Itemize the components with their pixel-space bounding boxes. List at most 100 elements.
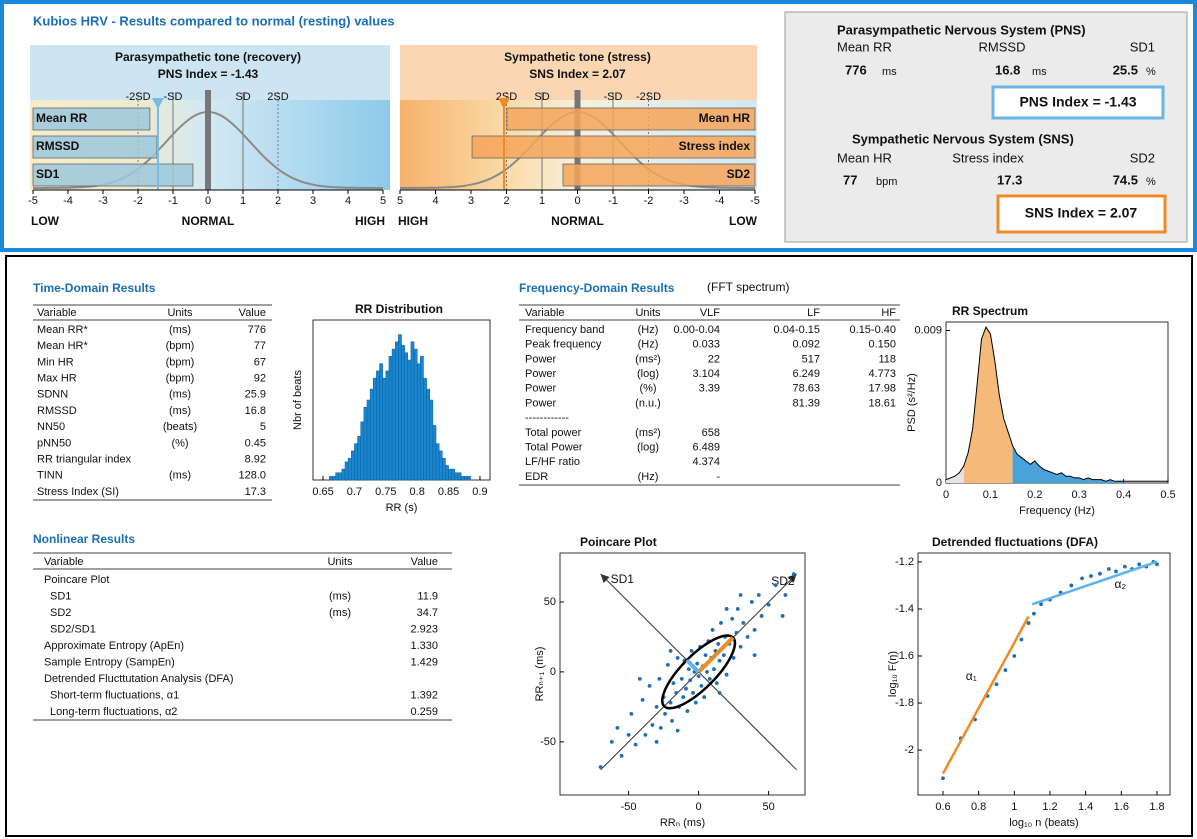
section-title: Time-Domain Results — [33, 281, 156, 295]
spectrum-line — [945, 325, 1168, 482]
arrow-head — [787, 573, 797, 583]
histogram-bar — [354, 443, 358, 481]
scatter-point — [724, 607, 729, 611]
histogram-bar — [416, 363, 421, 481]
table-cell: 77 — [254, 340, 266, 352]
table-cell: RR triangular index — [37, 454, 132, 466]
table-cell: (ms) — [169, 405, 191, 417]
scatter-point — [707, 676, 712, 681]
histogram-bar — [407, 359, 412, 481]
plot-frame — [917, 552, 1171, 796]
histogram-bar — [413, 348, 418, 481]
summary-label: SD1 — [1130, 39, 1155, 54]
x-axis-label: Frequency (Hz) — [1019, 505, 1095, 517]
scatter-point — [674, 690, 679, 695]
table-cell: 4.374 — [692, 456, 720, 468]
scatter-point — [773, 583, 778, 588]
histogram-bar — [338, 472, 343, 481]
sns-index-box — [996, 194, 1167, 234]
scatter-point — [658, 725, 663, 730]
table-header: LF — [807, 307, 820, 319]
histogram-bar — [454, 472, 459, 481]
scale-label: NORMAL — [551, 214, 604, 228]
histogram-bar — [351, 450, 355, 481]
x-tick-label: -1 — [168, 195, 178, 207]
histogram-bar — [332, 476, 336, 481]
gauge-bar-label: SD2 — [727, 167, 751, 181]
scatter-point — [637, 676, 642, 681]
histogram-bar — [388, 356, 393, 481]
table-cell: (ms) — [169, 324, 191, 336]
scatter-point — [626, 732, 631, 737]
sns-index: SNS Index = 2.07 — [1025, 205, 1138, 221]
scatter-point — [1106, 567, 1111, 571]
x-tick-label: 1.2 — [1042, 801, 1057, 813]
table-cell: SD2/SD1 — [50, 623, 96, 635]
summary-label: Stress index — [952, 150, 1024, 165]
table-cell: 0.259 — [410, 706, 438, 718]
y-axis-label: RRₙ₊₁ (ms) — [534, 647, 546, 702]
scatter-point — [685, 709, 690, 713]
scatter-point — [1114, 569, 1118, 574]
gauge-title: Sympathetic tone (stress) — [504, 50, 651, 64]
table-cell: Short-term fluctuations, α1 — [50, 689, 179, 701]
scatter-point — [766, 602, 771, 607]
table-cell: 1.330 — [410, 640, 438, 652]
table-cell: 128.0 — [238, 470, 266, 482]
histogram-bar — [394, 341, 399, 481]
scatter-point — [686, 667, 691, 672]
table-cell: EDR — [525, 471, 548, 483]
histogram-bar — [445, 465, 449, 481]
sd-label: SD — [235, 91, 250, 103]
scatter-point — [1137, 562, 1142, 567]
scatter-point — [691, 690, 695, 695]
scatter-point — [615, 725, 620, 730]
table-header: Variable — [37, 307, 77, 319]
histogram-bar — [410, 341, 415, 481]
index-marker — [151, 98, 164, 109]
x-tick-label: 0.1 — [983, 489, 998, 501]
scatter-point — [1003, 668, 1008, 673]
annotation: α₂ — [1115, 577, 1127, 591]
x-tick-label: 0 — [696, 801, 702, 813]
scatter-point — [1026, 621, 1031, 625]
scatter-point — [705, 670, 709, 674]
table-header: Units — [167, 307, 193, 319]
table-cell: Mean RR* — [37, 324, 88, 336]
sd-label: -2SD — [636, 91, 661, 103]
table-cell: NN50 — [37, 421, 65, 433]
index-marker — [498, 98, 511, 109]
table-cell: Frequency band — [525, 324, 605, 336]
table-cell: (ms²) — [635, 353, 661, 365]
table-cell: (log) — [637, 368, 659, 380]
table-cell: 0.092 — [792, 339, 820, 351]
summary-label: RMSSD — [979, 39, 1026, 54]
scatter-point — [738, 593, 743, 597]
x-tick-label: 0.85 — [438, 486, 459, 498]
gauge-bar — [32, 107, 151, 131]
results-frame — [5, 255, 1193, 837]
table-cell: 17.3 — [245, 486, 266, 498]
chart-title: RR Distribution — [355, 302, 443, 316]
histogram-bar — [357, 436, 361, 481]
histogram-bar — [373, 377, 377, 481]
table-header: Value — [239, 307, 266, 319]
histogram-bar — [432, 425, 437, 481]
table-cell: 78.63 — [792, 383, 820, 395]
table-cell: SDNN — [37, 389, 68, 401]
table-cell: 16.8 — [245, 405, 266, 417]
x-tick-label: 0.2 — [1027, 489, 1042, 501]
table-cell: 6.489 — [692, 442, 720, 454]
x-tick-label: -4 — [63, 195, 73, 207]
scatter-point — [712, 667, 716, 672]
sd2-arrow — [697, 636, 735, 674]
scale-label: HIGH — [398, 214, 428, 228]
sd-label: 2SD — [267, 91, 288, 103]
y-tick-label: 0 — [936, 477, 942, 489]
scatter-point — [668, 700, 673, 705]
x-axis-label: RRₙ (ms) — [660, 817, 705, 829]
pns-index-box — [991, 85, 1165, 120]
table-header: Units — [327, 556, 353, 568]
table-cell: SD1 — [50, 590, 71, 602]
x-tick-label: -5 — [750, 195, 760, 207]
